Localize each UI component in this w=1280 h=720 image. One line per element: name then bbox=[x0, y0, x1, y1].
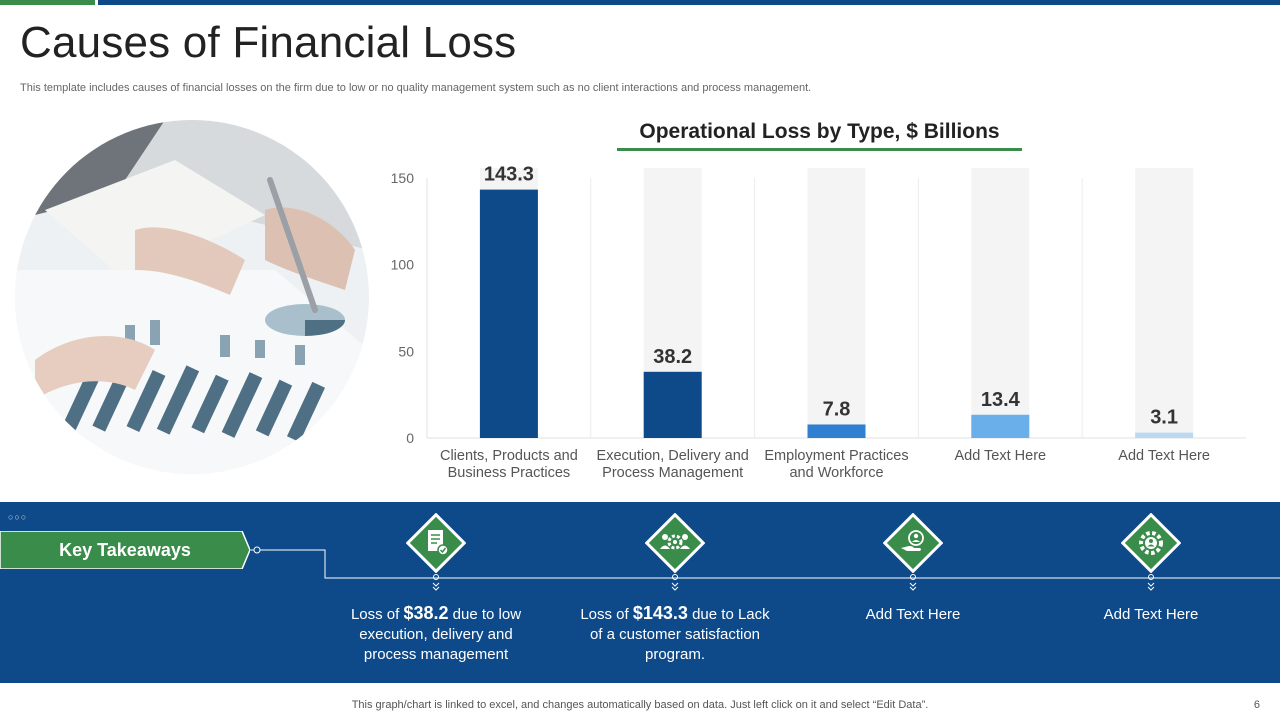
document-check-icon bbox=[405, 512, 467, 574]
y-tick-label: 100 bbox=[391, 257, 415, 273]
takeaways-connector-line bbox=[250, 546, 1280, 579]
y-tick-label: 50 bbox=[398, 343, 414, 359]
x-category-label: Business Practices bbox=[448, 465, 571, 481]
bar-3 bbox=[807, 424, 866, 438]
x-category-label: Clients, Products and bbox=[440, 448, 578, 464]
x-category-label: Employment Practices bbox=[764, 448, 908, 464]
bar-value-label: 7.8 bbox=[823, 398, 851, 420]
bar-5 bbox=[1135, 432, 1194, 438]
x-category-label: Add Text Here bbox=[954, 448, 1046, 464]
bar-value-label: 143.3 bbox=[484, 164, 534, 186]
takeaway-text-4: Add Text Here bbox=[1103, 606, 1199, 623]
x-category-label: Add Text Here bbox=[1118, 448, 1210, 464]
bar-background-track bbox=[971, 168, 1030, 438]
x-category-label: Process Management bbox=[602, 465, 743, 481]
decorative-dots: ○○○ bbox=[8, 512, 28, 522]
page-title: Causes of Financial Loss bbox=[20, 18, 517, 67]
team-gear-icon bbox=[644, 512, 706, 574]
chart-title: Operational Loss by Type, $ Billions bbox=[639, 120, 1000, 143]
takeaway-text-2: Loss of $143.3 due to Lack of a customer… bbox=[580, 603, 770, 663]
y-tick-label: 150 bbox=[391, 170, 415, 186]
chart-title-underline bbox=[617, 148, 1022, 151]
top-accent-blue bbox=[98, 0, 1280, 5]
top-accent-green bbox=[0, 0, 95, 5]
bar-1 bbox=[479, 189, 538, 438]
takeaway-text-1: Loss of $38.2 due to low execution, deli… bbox=[350, 603, 522, 663]
bar-value-label: 3.1 bbox=[1150, 407, 1178, 429]
takeaway-text-3: Add Text Here bbox=[865, 606, 961, 623]
bar-2 bbox=[643, 371, 702, 438]
page-number: 6 bbox=[1253, 699, 1260, 711]
key-takeaways-tag-shape bbox=[0, 531, 250, 569]
key-takeaways-label: Key Takeaways bbox=[59, 540, 191, 560]
operational-loss-bar-chart: 0 50 100 150 143.3 Clients, Products andBusin… bbox=[391, 164, 1246, 481]
business-meeting-photo bbox=[15, 120, 369, 474]
bar-background-track bbox=[807, 168, 866, 438]
bar-value-label: 13.4 bbox=[981, 389, 1021, 411]
gear-people-icon bbox=[1120, 512, 1182, 574]
x-category-label: and Workforce bbox=[789, 465, 883, 481]
x-category-label: Execution, Delivery and bbox=[597, 448, 749, 464]
bar-4 bbox=[971, 414, 1030, 438]
footer-note: This graph/chart is linked to excel, and… bbox=[351, 699, 929, 711]
chevron-markers bbox=[432, 574, 1155, 591]
person-hand-icon bbox=[882, 512, 944, 574]
bar-value-label: 38.2 bbox=[653, 346, 692, 368]
bar-background-track bbox=[1135, 168, 1194, 438]
y-tick-label: 0 bbox=[406, 430, 414, 446]
page-subtitle: This template includes causes of financi… bbox=[20, 82, 812, 94]
